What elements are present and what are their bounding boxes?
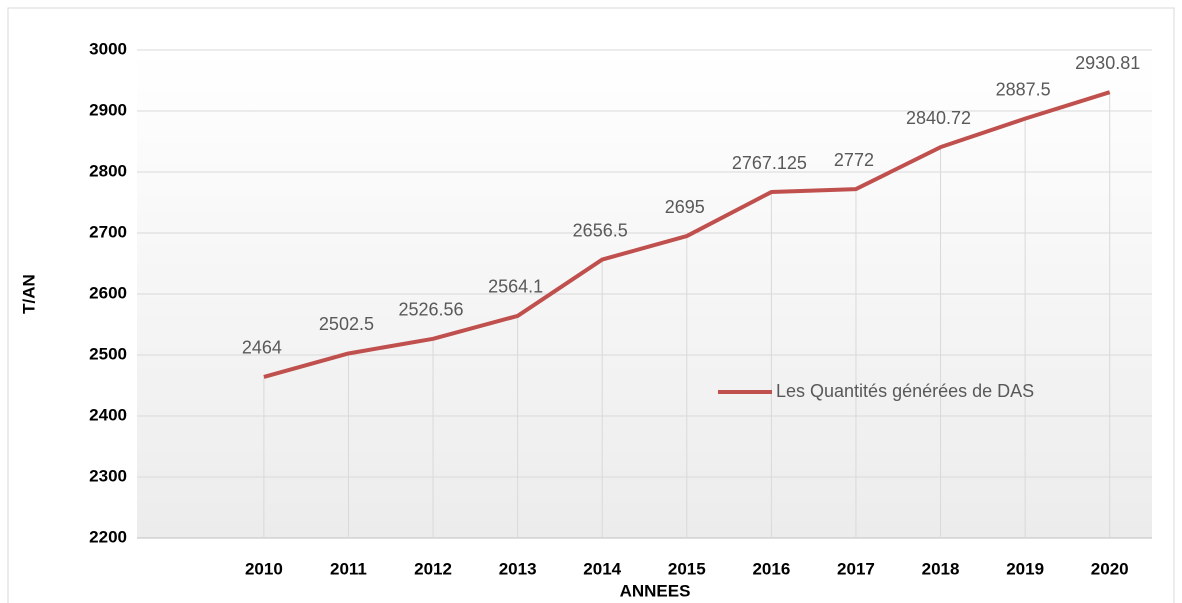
data-label: 2772 — [834, 150, 874, 170]
x-tick-label: 2011 — [330, 559, 367, 578]
x-tick-label: 2013 — [499, 559, 537, 578]
y-tick-label: 3000 — [89, 39, 127, 58]
y-tick-label: 2900 — [89, 100, 127, 119]
y-tick-label: 2200 — [89, 527, 127, 546]
legend-label: Les Quantités générées de DAS — [776, 381, 1034, 401]
x-tick-label: 2015 — [668, 559, 706, 578]
x-tick-label: 2010 — [245, 559, 283, 578]
x-tick-label: 2016 — [752, 559, 790, 578]
data-label: 2840.72 — [906, 108, 971, 128]
data-label: 2464 — [242, 338, 282, 358]
y-tick-label: 2600 — [89, 283, 127, 302]
data-label: 2526.56 — [399, 300, 464, 320]
x-tick-label: 2014 — [583, 559, 621, 578]
y-tick-label: 2500 — [89, 344, 127, 363]
data-label: 2930.81 — [1075, 53, 1140, 73]
x-tick-label: 2019 — [1006, 559, 1044, 578]
x-tick-label: 2017 — [837, 559, 875, 578]
data-label: 2502.5 — [319, 314, 374, 334]
y-tick-label: 2400 — [89, 405, 127, 424]
series-line — [263, 90, 1111, 379]
y-tick-label: 2300 — [89, 466, 127, 485]
data-label: 2767.125 — [732, 153, 807, 173]
y-tick-label: 2800 — [89, 161, 127, 180]
data-label: 2564.1 — [488, 277, 543, 297]
data-label: 2656.5 — [573, 220, 628, 240]
x-tick-label: 2018 — [922, 559, 960, 578]
x-tick-label: 2020 — [1091, 559, 1129, 578]
x-tick-label: 2012 — [414, 559, 452, 578]
chart-border — [7, 7, 1175, 603]
x-axis-title: ANNEES — [620, 581, 691, 600]
data-label: 2695 — [665, 197, 705, 217]
y-axis-title: T/AN — [19, 274, 38, 314]
data-label: 2887.5 — [996, 79, 1051, 99]
y-tick-label: 2700 — [89, 222, 127, 241]
